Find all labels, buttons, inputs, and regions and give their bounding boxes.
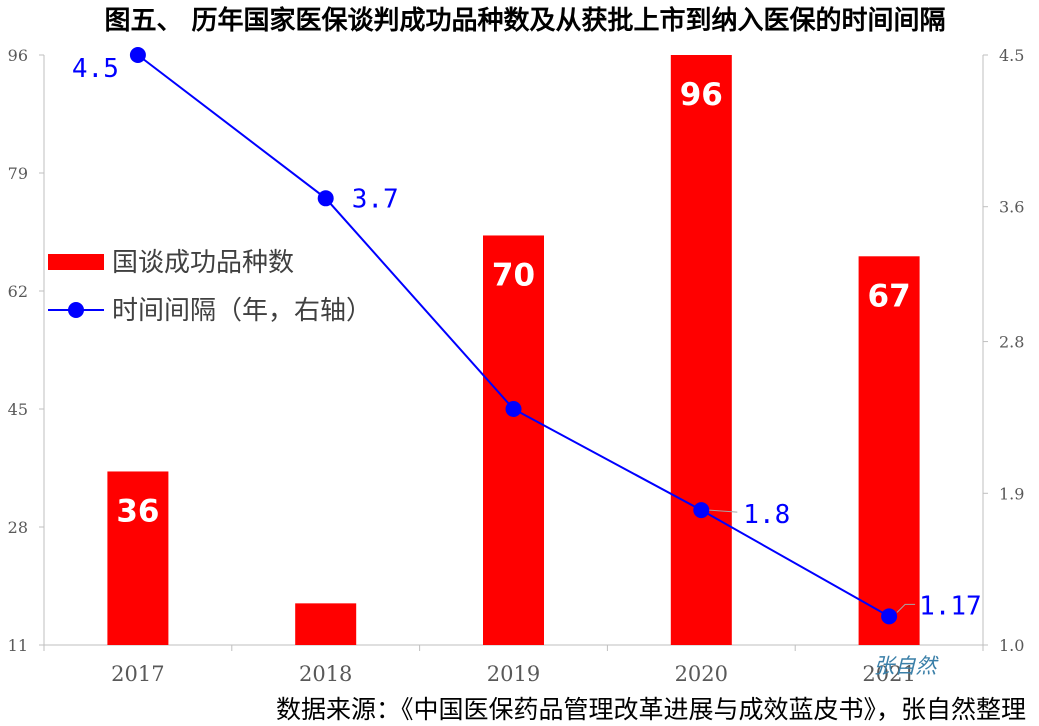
line-point-label: 4.5	[72, 54, 119, 84]
bar-series: 36 70 96 67	[107, 55, 920, 645]
line-point	[505, 401, 522, 417]
legend-label-line: 时间间隔（年，右轴）	[112, 296, 372, 326]
left-axis-tick-label: 62	[8, 282, 28, 301]
legend-swatch-marker	[68, 302, 84, 318]
bar	[858, 256, 920, 645]
axes: 11 28 45 62 79 96 1.0 1.9 2.8 3.6 4.5 2017 2018 2019 2…	[8, 46, 1025, 686]
x-axis-tick-label: 2021	[862, 662, 915, 686]
bar	[670, 55, 732, 645]
chart-title: 图五、 历年国家医保谈判成功品种数及从获批上市到纳入医保的时间间隔	[104, 5, 945, 36]
bar-value-label: 36	[116, 493, 159, 529]
right-axis-tick-label: 1.0	[999, 636, 1024, 655]
line-point-label: 3.7	[352, 184, 399, 214]
left-axis-tick-label: 28	[8, 518, 28, 537]
x-axis-tick-label: 2017	[111, 662, 164, 686]
left-axis-tick-label: 96	[8, 46, 28, 65]
legend-swatch-bar	[48, 254, 104, 270]
x-axis-tick-label: 2019	[487, 662, 540, 686]
line-series: 4.5 3.7 1.8 1.17	[72, 47, 982, 625]
x-axis-tick-label: 2018	[299, 662, 352, 686]
left-axis-tick-label: 79	[8, 164, 28, 183]
right-axis-tick-label: 3.6	[999, 198, 1024, 217]
bar	[295, 603, 357, 645]
leader-line	[896, 603, 916, 613]
line-point	[693, 502, 710, 519]
right-axis-tick-label: 4.5	[999, 46, 1024, 65]
bar-value-label: 67	[868, 278, 911, 314]
right-axis-tick-label: 1.9	[999, 484, 1024, 503]
watermark: 张自然	[874, 654, 940, 678]
legend-label-bar: 国谈成功品种数	[112, 248, 294, 278]
x-axis-tick-label: 2020	[675, 662, 728, 686]
line-point-label: 1.8	[743, 500, 790, 530]
right-axis-tick-label: 2.8	[999, 333, 1024, 352]
bar-value-label: 70	[492, 257, 535, 293]
leader-line	[709, 509, 738, 513]
line-point	[317, 190, 334, 207]
line-point	[129, 47, 146, 63]
left-axis-tick-label: 11	[8, 636, 28, 655]
line-point-label: 1.17	[919, 591, 982, 621]
bar-value-label: 96	[680, 77, 723, 113]
line-point	[881, 608, 898, 625]
source-note: 数据来源：《中国医保药品管理改革进展与成效蓝皮书》，张自然整理	[276, 695, 1026, 724]
bar	[107, 471, 169, 645]
left-axis-tick-label: 45	[8, 400, 28, 419]
bar	[483, 235, 544, 645]
